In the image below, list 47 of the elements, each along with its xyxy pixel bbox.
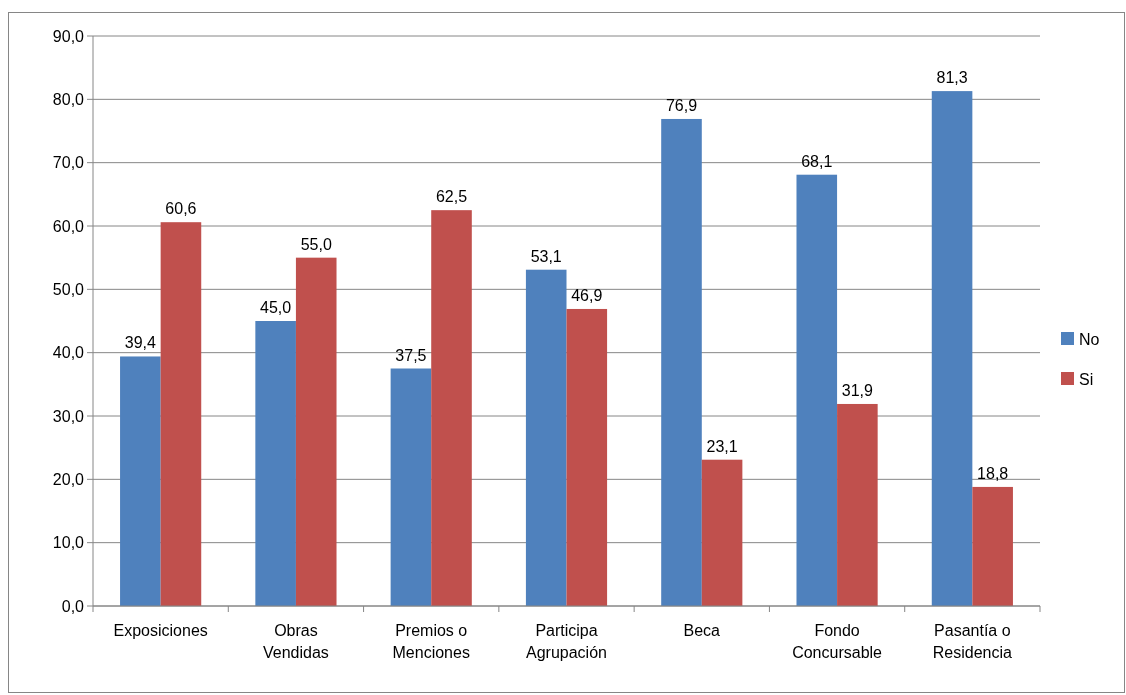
bar — [796, 174, 838, 606]
bar — [931, 91, 973, 606]
y-tick-label: 50,0 — [52, 280, 85, 298]
bar — [837, 403, 878, 606]
y-tick-label: 70,0 — [52, 154, 85, 172]
bar — [525, 269, 567, 606]
data-label: 39,4 — [124, 334, 157, 352]
y-tick-label: 0,0 — [61, 597, 85, 615]
x-tick-label: Participa Agrupación — [526, 622, 607, 661]
bar — [390, 368, 432, 606]
bar — [701, 459, 743, 606]
data-label: 45,0 — [260, 299, 292, 316]
data-label: 60,6 — [165, 200, 197, 218]
x-tick-label: Pasantía o Residencia — [932, 622, 1013, 661]
data-label: 23,1 — [706, 437, 738, 455]
data-label: 46,9 — [571, 286, 603, 304]
data-label: 68,1 — [801, 152, 833, 170]
data-label: 18,8 — [977, 464, 1009, 482]
bar — [255, 321, 296, 606]
x-tick-label: Beca — [683, 622, 721, 639]
data-label: 76,9 — [665, 96, 698, 114]
legend-label: No — [1079, 330, 1100, 348]
y-tick-label: 60,0 — [52, 217, 85, 235]
x-tick-label: Exposiciones — [113, 622, 208, 639]
y-tick-label: 90,0 — [52, 27, 85, 45]
data-label: 31,9 — [841, 381, 874, 399]
bar — [431, 210, 472, 606]
y-tick-label: 30,0 — [52, 407, 85, 425]
bar — [972, 486, 1013, 606]
bar — [120, 356, 161, 606]
data-label: 62,5 — [435, 188, 468, 206]
bar — [661, 118, 702, 606]
legend-label: Si — [1079, 370, 1094, 388]
y-tick-label: 80,0 — [52, 90, 85, 108]
data-label: 53,1 — [530, 247, 562, 265]
x-tick-label: Obras Vendidas — [263, 622, 329, 661]
x-tick-label: Fondo Concursable — [792, 622, 883, 661]
data-label: 55,0 — [300, 235, 332, 253]
x-tick-label: Premios o Menciones — [392, 622, 470, 661]
data-label: 37,5 — [395, 346, 427, 364]
y-tick-label: 40,0 — [52, 344, 85, 362]
y-tick-label: 20,0 — [52, 470, 85, 488]
bar — [295, 257, 337, 606]
bar — [160, 222, 202, 606]
data-label: 81,3 — [936, 69, 968, 87]
y-tick-label: 10,0 — [52, 534, 85, 552]
bar — [566, 308, 608, 606]
